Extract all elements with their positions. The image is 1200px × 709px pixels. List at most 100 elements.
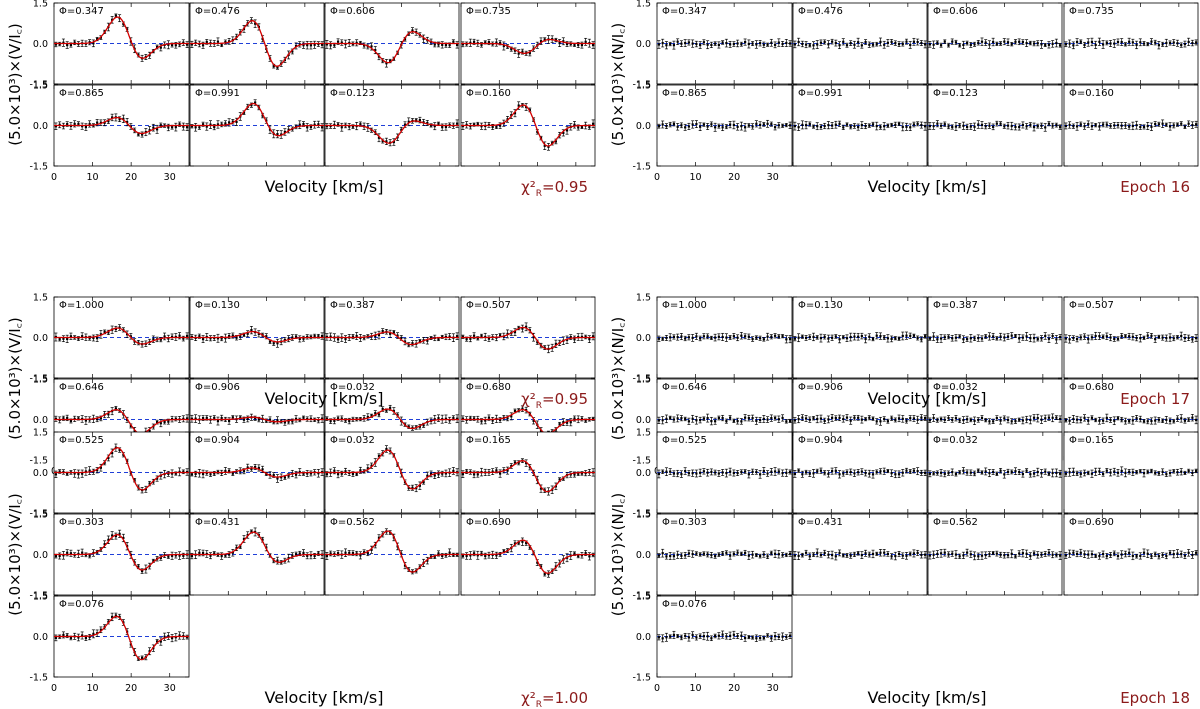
phase-label: Φ=0.646 <box>59 382 104 393</box>
stokes-v-panel: Φ=0.130 <box>189 296 325 379</box>
data-point <box>661 337 664 340</box>
data-point <box>448 335 451 338</box>
data-point <box>239 416 242 419</box>
data-point <box>209 123 212 126</box>
data-point <box>84 125 88 129</box>
data-point <box>444 417 448 420</box>
data-point <box>766 335 769 338</box>
data-point <box>669 123 672 126</box>
data-point <box>66 416 69 420</box>
data-point <box>725 420 728 423</box>
data-point <box>1109 42 1112 45</box>
data-point <box>1135 124 1138 127</box>
data-point <box>1116 124 1120 127</box>
data-point <box>580 44 584 47</box>
data-point <box>374 334 377 337</box>
null-panel: Φ=0.606 <box>927 2 1063 85</box>
data-point <box>932 43 935 46</box>
data-point <box>909 334 912 337</box>
model-curve <box>54 409 189 435</box>
data-point <box>932 416 935 420</box>
data-point <box>268 418 272 421</box>
data-point <box>1014 420 1017 423</box>
data-point <box>517 52 520 55</box>
data-point <box>287 128 290 131</box>
data-point <box>1032 416 1036 419</box>
data-point <box>897 337 901 340</box>
data-point <box>205 416 208 419</box>
data-point <box>351 335 355 338</box>
phase-label: Φ=0.991 <box>798 88 843 99</box>
data-point <box>1010 334 1013 337</box>
data-point <box>729 43 732 46</box>
data-point <box>676 417 679 420</box>
phase-label: Φ=0.476 <box>195 6 240 17</box>
stokes-v-panel: Φ=0.507 <box>460 296 596 379</box>
data-point <box>808 418 811 421</box>
data-point <box>336 123 340 126</box>
model-curve <box>461 326 595 350</box>
data-point <box>845 416 849 419</box>
data-point <box>577 126 580 129</box>
data-point <box>962 338 965 341</box>
data-point <box>411 29 414 32</box>
data-point <box>513 331 517 334</box>
data-point <box>928 337 932 340</box>
data-point <box>385 62 388 65</box>
data-point <box>1139 41 1142 44</box>
data-point <box>163 420 166 423</box>
data-point <box>871 417 875 420</box>
data-point <box>1191 338 1194 341</box>
data-point <box>702 123 705 126</box>
data-point <box>491 419 494 422</box>
data-point <box>951 337 954 340</box>
chi-square-symbol: χ² <box>521 178 536 196</box>
phase-label: Φ=0.130 <box>798 300 843 311</box>
data-point <box>167 43 170 46</box>
data-point <box>190 125 194 128</box>
phase-label: Φ=0.130 <box>195 300 240 311</box>
data-point <box>1032 125 1036 129</box>
data-point <box>377 136 381 139</box>
data-point <box>665 125 668 128</box>
data-point <box>272 65 275 68</box>
data-point <box>932 335 935 338</box>
data-point <box>287 420 290 423</box>
data-point <box>302 122 305 126</box>
data-point <box>159 338 162 341</box>
data-point <box>513 49 517 52</box>
data-point <box>1058 44 1062 47</box>
data-point <box>905 419 908 422</box>
data-point <box>785 338 788 341</box>
data-point <box>1191 124 1194 127</box>
data-point <box>1135 43 1138 47</box>
data-point <box>276 342 279 345</box>
data-point <box>400 336 403 340</box>
data-point <box>928 124 932 128</box>
data-point <box>661 123 664 126</box>
data-point <box>487 416 491 419</box>
y-tick-label: 0.0 <box>33 121 48 132</box>
data-point <box>148 54 151 57</box>
data-point <box>977 336 980 340</box>
data-point <box>573 338 576 341</box>
data-point <box>411 342 414 345</box>
data-point <box>257 418 260 421</box>
data-point <box>1058 336 1062 339</box>
data-point <box>868 335 871 338</box>
stokes-v-panel: Φ=0.476 <box>189 2 325 85</box>
data-point <box>1018 125 1021 129</box>
data-point <box>88 122 91 126</box>
data-point <box>1055 41 1058 45</box>
data-point <box>577 43 580 47</box>
data-point <box>853 335 856 338</box>
x-tick-label: 30 <box>164 172 176 183</box>
data-point <box>801 416 804 419</box>
data-point <box>819 337 823 340</box>
data-point <box>897 122 901 125</box>
data-point <box>403 340 407 343</box>
data-point <box>1094 334 1097 338</box>
data-point <box>536 130 539 133</box>
data-point <box>758 123 762 127</box>
